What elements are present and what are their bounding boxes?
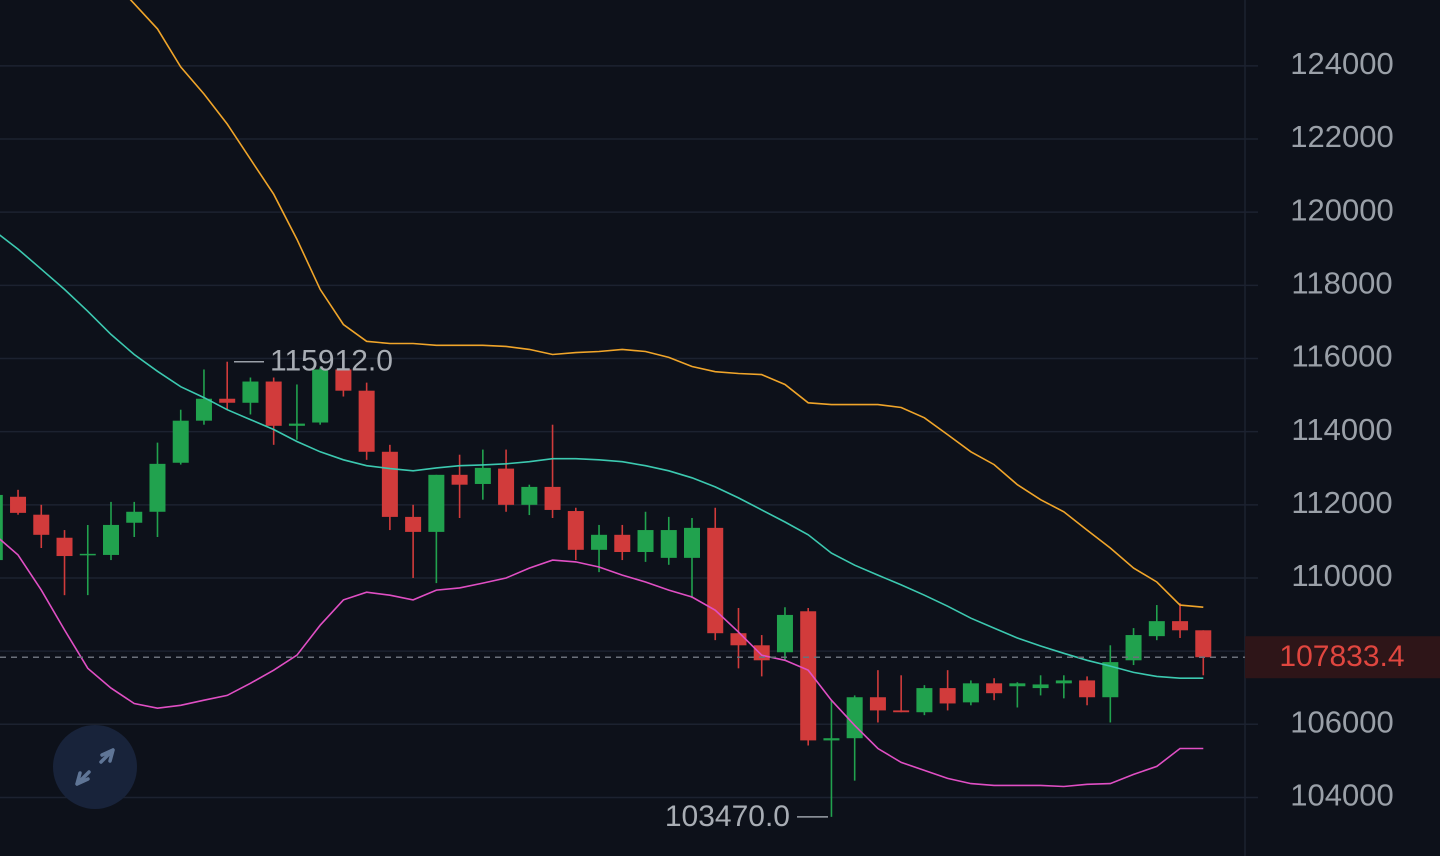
candle-body	[776, 614, 793, 653]
candle-body	[312, 369, 329, 423]
candle-body	[707, 527, 724, 634]
candle-body	[381, 451, 398, 517]
candle-body	[195, 398, 212, 421]
candle-body	[265, 381, 282, 426]
y-tick-label: 114000	[1291, 412, 1392, 447]
band-line	[0, 234, 1204, 679]
candle-body	[684, 527, 700, 558]
candle-body	[893, 710, 910, 713]
candle-body	[986, 683, 1003, 694]
expand-button-bg[interactable]	[53, 725, 137, 809]
y-tick-label: 118000	[1291, 266, 1392, 301]
candle-body	[335, 369, 352, 391]
max-label: 115912.0	[270, 345, 393, 378]
candle-body	[614, 534, 631, 553]
band-line	[0, 538, 1204, 788]
candle-body	[428, 474, 445, 532]
candle-body	[823, 738, 840, 741]
candle-body	[1172, 621, 1189, 631]
candle-body	[219, 398, 236, 403]
y-tick-label: 110000	[1291, 558, 1392, 593]
candle-body	[288, 423, 305, 426]
candle-body	[962, 683, 979, 703]
y-tick-label: 120000	[1290, 192, 1393, 227]
expand-icon	[75, 748, 115, 786]
y-tick-label: 106000	[1290, 704, 1393, 739]
candle-body	[521, 486, 538, 505]
candle-body	[103, 524, 119, 555]
plot: 1040001060001080001100001120001140001160…	[0, 0, 1440, 833]
candle-body	[126, 511, 143, 523]
candle-body	[939, 688, 956, 704]
candle-body	[56, 537, 73, 557]
candle-body	[730, 633, 747, 646]
candle-body	[591, 534, 608, 550]
candle-body	[10, 496, 27, 513]
candle-body	[172, 420, 189, 463]
band-line	[129, 0, 1204, 608]
last-price-box	[1245, 636, 1440, 679]
candle-body	[544, 486, 561, 510]
candle-body	[1055, 680, 1072, 684]
candle-body	[567, 511, 584, 550]
candle-body	[1125, 635, 1142, 661]
last-price-label: 107833.4	[1279, 640, 1404, 673]
y-tick-label: 112000	[1291, 485, 1392, 520]
candle-body	[0, 494, 3, 561]
candle-body	[1079, 680, 1096, 698]
y-tick-label: 116000	[1291, 339, 1392, 374]
y-tick-label: 104000	[1290, 778, 1393, 813]
candle-body	[405, 516, 422, 532]
candle-body	[1032, 684, 1049, 689]
candle-body	[451, 474, 468, 485]
candle-body	[149, 463, 166, 512]
candle-body	[358, 390, 375, 452]
candle-body	[753, 645, 770, 661]
candle-body	[1102, 662, 1119, 698]
candle-body	[79, 553, 96, 556]
candle-body	[869, 697, 886, 711]
min-label: 103470.0	[665, 800, 790, 833]
candle-body	[498, 468, 515, 505]
y-tick-label: 124000	[1290, 46, 1393, 81]
candle-body	[1195, 630, 1212, 658]
candle-body	[800, 611, 817, 741]
candle-body	[637, 530, 654, 553]
candle-body	[846, 697, 863, 739]
candle-body	[33, 514, 50, 535]
candle-body	[916, 688, 933, 713]
candle-body	[1009, 683, 1026, 687]
y-tick-label: 122000	[1290, 119, 1393, 154]
candle-body	[474, 467, 491, 484]
expand-button[interactable]	[53, 725, 137, 809]
candle-body	[242, 381, 259, 403]
candle-body	[660, 530, 677, 558]
candle-body	[1148, 621, 1165, 637]
